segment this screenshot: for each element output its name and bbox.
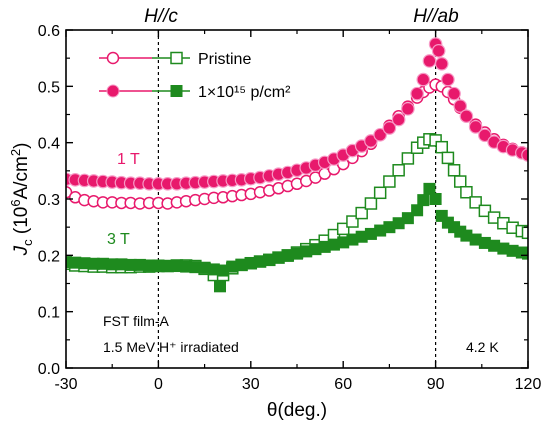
legend-marker-open-square	[170, 51, 183, 65]
legend: Pristine 1×10¹⁵ p/cm²	[99, 51, 291, 101]
data-point	[364, 197, 378, 210]
y-tick-label: 0.6	[38, 23, 60, 40]
legend-marker-filled-square	[170, 85, 183, 97]
top-label-h-ab: H//ab	[413, 6, 458, 27]
annotation-temperature: 4.2 K	[466, 339, 499, 355]
field-labels: 1 T 3 T	[107, 151, 140, 248]
data-point	[453, 99, 468, 113]
x-tick-label: 30	[242, 376, 260, 393]
data-point	[434, 56, 449, 71]
data-point	[431, 44, 446, 58]
data-point	[373, 127, 387, 142]
legend-pristine: Pristine	[99, 51, 251, 68]
data-point	[468, 120, 483, 134]
legend-marker-open-circle	[106, 51, 120, 65]
x-tick-label: 60	[334, 376, 352, 393]
data-point	[441, 151, 455, 165]
data-point	[435, 209, 448, 222]
svg-text:Jc (106A/cm2): Jc (106A/cm2)	[8, 143, 35, 257]
data-point	[382, 121, 397, 135]
data-point	[478, 204, 492, 218]
y-tick-label: 0.1	[38, 305, 60, 322]
data-point	[469, 196, 482, 209]
field-label-1t: 1 T	[117, 151, 140, 168]
x-axis: -30 0 30 60 90 120	[54, 30, 541, 393]
data-point	[417, 194, 430, 207]
data-point	[214, 280, 226, 293]
y-tick-label: 0.3	[38, 192, 60, 209]
data-point	[355, 206, 368, 220]
x-tick-label: 0	[154, 376, 163, 393]
data-point	[416, 72, 431, 87]
annotation-irradiation: 1.5 MeV H⁺ irradiated	[103, 339, 239, 355]
data-point	[478, 128, 492, 143]
y-axis: 0.0 0.1 0.2 0.3 0.4 0.5 0.6	[38, 23, 528, 378]
data-point	[391, 112, 406, 127]
data-point	[441, 72, 455, 87]
plot-area	[66, 30, 528, 368]
annotation-sample: FST film-A	[103, 313, 170, 329]
legend-irradiated-label: 1×10¹⁵ p/cm²	[198, 84, 291, 101]
data-series	[66, 37, 528, 293]
data-point	[411, 204, 424, 217]
series-4	[66, 182, 528, 293]
x-tick-label: 90	[427, 376, 445, 393]
data-point	[429, 193, 442, 205]
y-axis-label: Jc (106A/cm2)	[8, 143, 35, 257]
data-point	[336, 222, 350, 236]
data-point	[401, 212, 414, 225]
data-point	[447, 164, 461, 177]
data-point	[401, 102, 415, 116]
data-point	[521, 226, 528, 240]
top-label-h-c: H//c	[144, 6, 178, 27]
data-point	[422, 54, 437, 68]
legend-pristine-label: Pristine	[198, 51, 251, 68]
data-point	[423, 182, 436, 195]
top-labels: H//c H//ab	[144, 6, 459, 27]
annotations: FST film-A 1.5 MeV H⁺ irradiated 4.2 K	[103, 313, 499, 355]
data-point	[447, 86, 461, 101]
x-tick-label: 120	[515, 376, 542, 393]
y-tick-label: 0.2	[38, 248, 60, 265]
data-point	[435, 140, 449, 154]
y-tick-label: 0.0	[38, 361, 60, 378]
data-point	[460, 185, 473, 199]
data-point	[459, 109, 474, 123]
y-tick-label: 0.4	[38, 136, 60, 153]
legend-irradiated: 1×10¹⁵ p/cm²	[99, 84, 291, 101]
x-axis-label: θ(deg.)	[267, 400, 327, 421]
data-point	[373, 186, 387, 200]
y-tick-label: 0.5	[38, 79, 60, 96]
legend-marker-filled-circle	[106, 84, 120, 98]
data-point	[401, 152, 415, 165]
data-point	[522, 247, 528, 260]
data-point	[410, 86, 424, 101]
data-point	[453, 175, 467, 188]
field-label-3t: 3 T	[107, 231, 130, 248]
data-point	[346, 215, 359, 228]
x-tick-label: -30	[54, 376, 77, 393]
data-point	[364, 134, 378, 148]
data-point	[392, 164, 405, 177]
data-point	[383, 175, 396, 188]
series-2	[66, 37, 528, 191]
